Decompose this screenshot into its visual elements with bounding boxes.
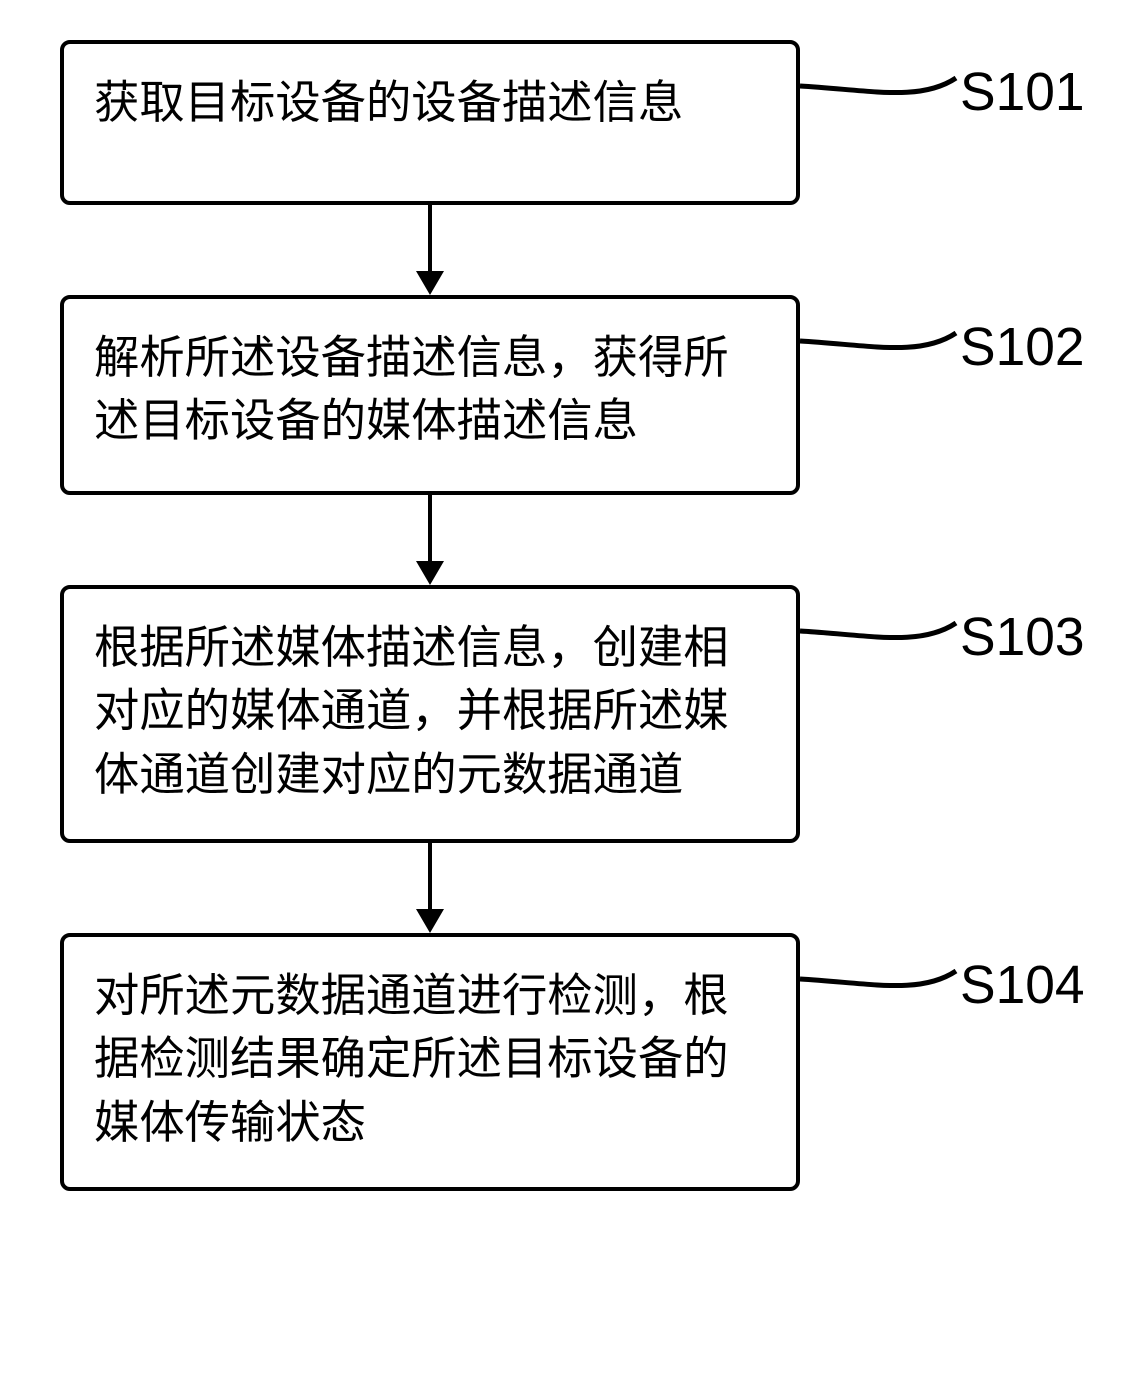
step-label: S103 <box>960 607 1085 668</box>
arrow-down <box>60 843 800 933</box>
step-s102: 解析所述设备描述信息，获得所述目标设备的媒体描述信息 S102 <box>60 295 1080 495</box>
step-label: S102 <box>960 317 1085 378</box>
arrow-down <box>60 495 800 585</box>
step-s104: 对所述元数据通道进行检测，根据检测结果确定所述目标设备的媒体传输状态 S104 <box>60 933 1080 1191</box>
step-box: 根据所述媒体描述信息，创建相对应的媒体通道，并根据所述媒体通道创建对应的元数据通… <box>60 585 800 843</box>
step-text: 根据所述媒体描述信息，创建相对应的媒体通道，并根据所述媒体通道创建对应的元数据通… <box>94 617 766 807</box>
step-s101: 获取目标设备的设备描述信息 S101 <box>60 40 1080 205</box>
step-box: 获取目标设备的设备描述信息 <box>60 40 800 205</box>
step-label: S104 <box>960 955 1085 1016</box>
step-box: 对所述元数据通道进行检测，根据检测结果确定所述目标设备的媒体传输状态 <box>60 933 800 1191</box>
step-text: 获取目标设备的设备描述信息 <box>94 72 766 135</box>
step-label: S101 <box>960 62 1085 123</box>
step-text: 解析所述设备描述信息，获得所述目标设备的媒体描述信息 <box>94 327 766 454</box>
arrow-down <box>60 205 800 295</box>
step-text: 对所述元数据通道进行检测，根据检测结果确定所述目标设备的媒体传输状态 <box>94 965 766 1155</box>
step-box: 解析所述设备描述信息，获得所述目标设备的媒体描述信息 <box>60 295 800 495</box>
step-s103: 根据所述媒体描述信息，创建相对应的媒体通道，并根据所述媒体通道创建对应的元数据通… <box>60 585 1080 843</box>
flowchart-container: 获取目标设备的设备描述信息 S101 解析所述设备描述信息，获得所述目标设备的媒… <box>60 40 1080 1191</box>
